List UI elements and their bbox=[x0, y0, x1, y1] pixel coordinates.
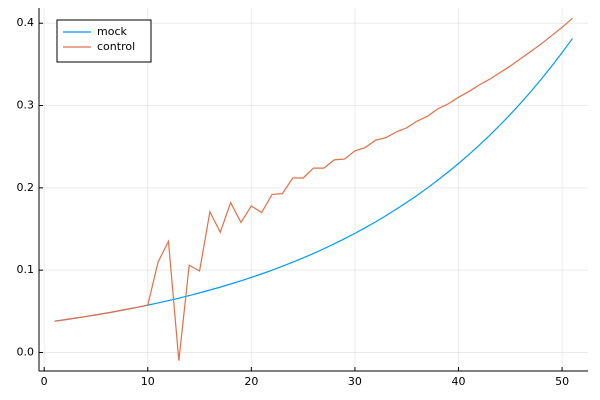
x-tick-label: 10 bbox=[141, 375, 155, 388]
legend-label: control bbox=[97, 40, 135, 53]
y-tick-label: 0.0 bbox=[17, 345, 35, 358]
y-tick-label: 0.4 bbox=[17, 16, 35, 29]
x-tick-label: 50 bbox=[555, 375, 569, 388]
y-tick-label: 0.1 bbox=[17, 263, 35, 276]
x-tick-label: 30 bbox=[348, 375, 362, 388]
x-tick-label: 40 bbox=[452, 375, 466, 388]
line-series bbox=[54, 17, 573, 361]
legend: mock control bbox=[56, 19, 152, 63]
y-tick-label: 0.2 bbox=[17, 181, 35, 194]
x-tick-label: 20 bbox=[244, 375, 258, 388]
x-tick-label: 0 bbox=[41, 375, 48, 388]
legend-box bbox=[56, 19, 152, 63]
y-tick-label: 0.3 bbox=[17, 99, 35, 112]
line-series bbox=[54, 38, 573, 322]
legend-label: mock bbox=[97, 25, 127, 38]
